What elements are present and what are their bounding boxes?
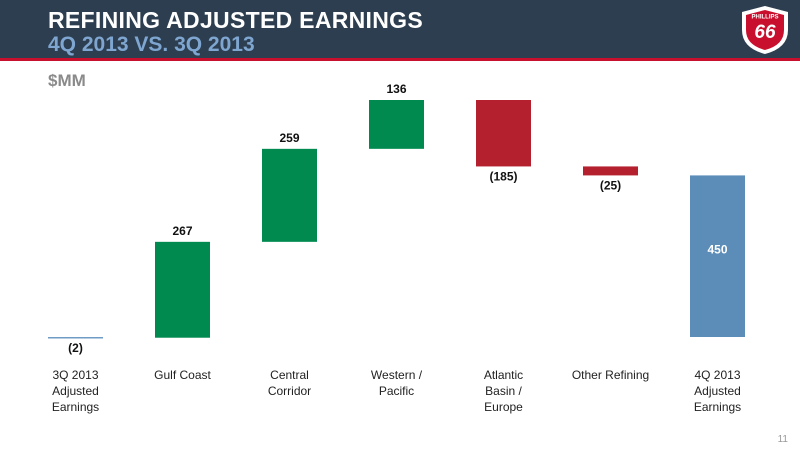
logo-main: 66 [754, 22, 776, 43]
value-label: (2) [68, 341, 83, 355]
value-label: (185) [489, 170, 517, 184]
bar [690, 175, 745, 337]
value-label: 136 [386, 82, 406, 96]
category-label: Other Refining [571, 368, 650, 382]
bar [262, 148, 317, 242]
subtitle: 4Q 2013 VS. 3Q 2013 [48, 33, 255, 56]
logo: PHILLIPS 66 [742, 6, 788, 54]
bar [48, 337, 103, 339]
title: REFINING ADJUSTED EARNINGS [48, 7, 423, 33]
logo-top: PHILLIPS [751, 15, 778, 21]
bar [369, 100, 424, 149]
bar [583, 166, 638, 176]
category-label: 4Q 2013 Adjusted Earnings [693, 368, 742, 414]
category-label: Western / Pacific [370, 368, 423, 398]
value-label: (25) [600, 179, 621, 193]
header-rule [0, 58, 800, 61]
page-number: 11 [777, 434, 788, 445]
value-label: 267 [172, 224, 192, 238]
bar [476, 100, 531, 167]
unit-label: $MM [48, 71, 86, 90]
category-label: Gulf Coast [154, 368, 211, 382]
header-band: REFINING ADJUSTED EARNINGS 4Q 2013 VS. 3… [0, 0, 800, 58]
category-label: 3Q 2013 Adjusted Earnings [51, 368, 100, 414]
category-label: Atlantic Basin / Europe [483, 368, 524, 414]
value-label: 450 [707, 242, 727, 256]
value-label: 259 [279, 131, 299, 145]
category-label: Central Corridor [267, 368, 312, 398]
bar [155, 241, 210, 338]
